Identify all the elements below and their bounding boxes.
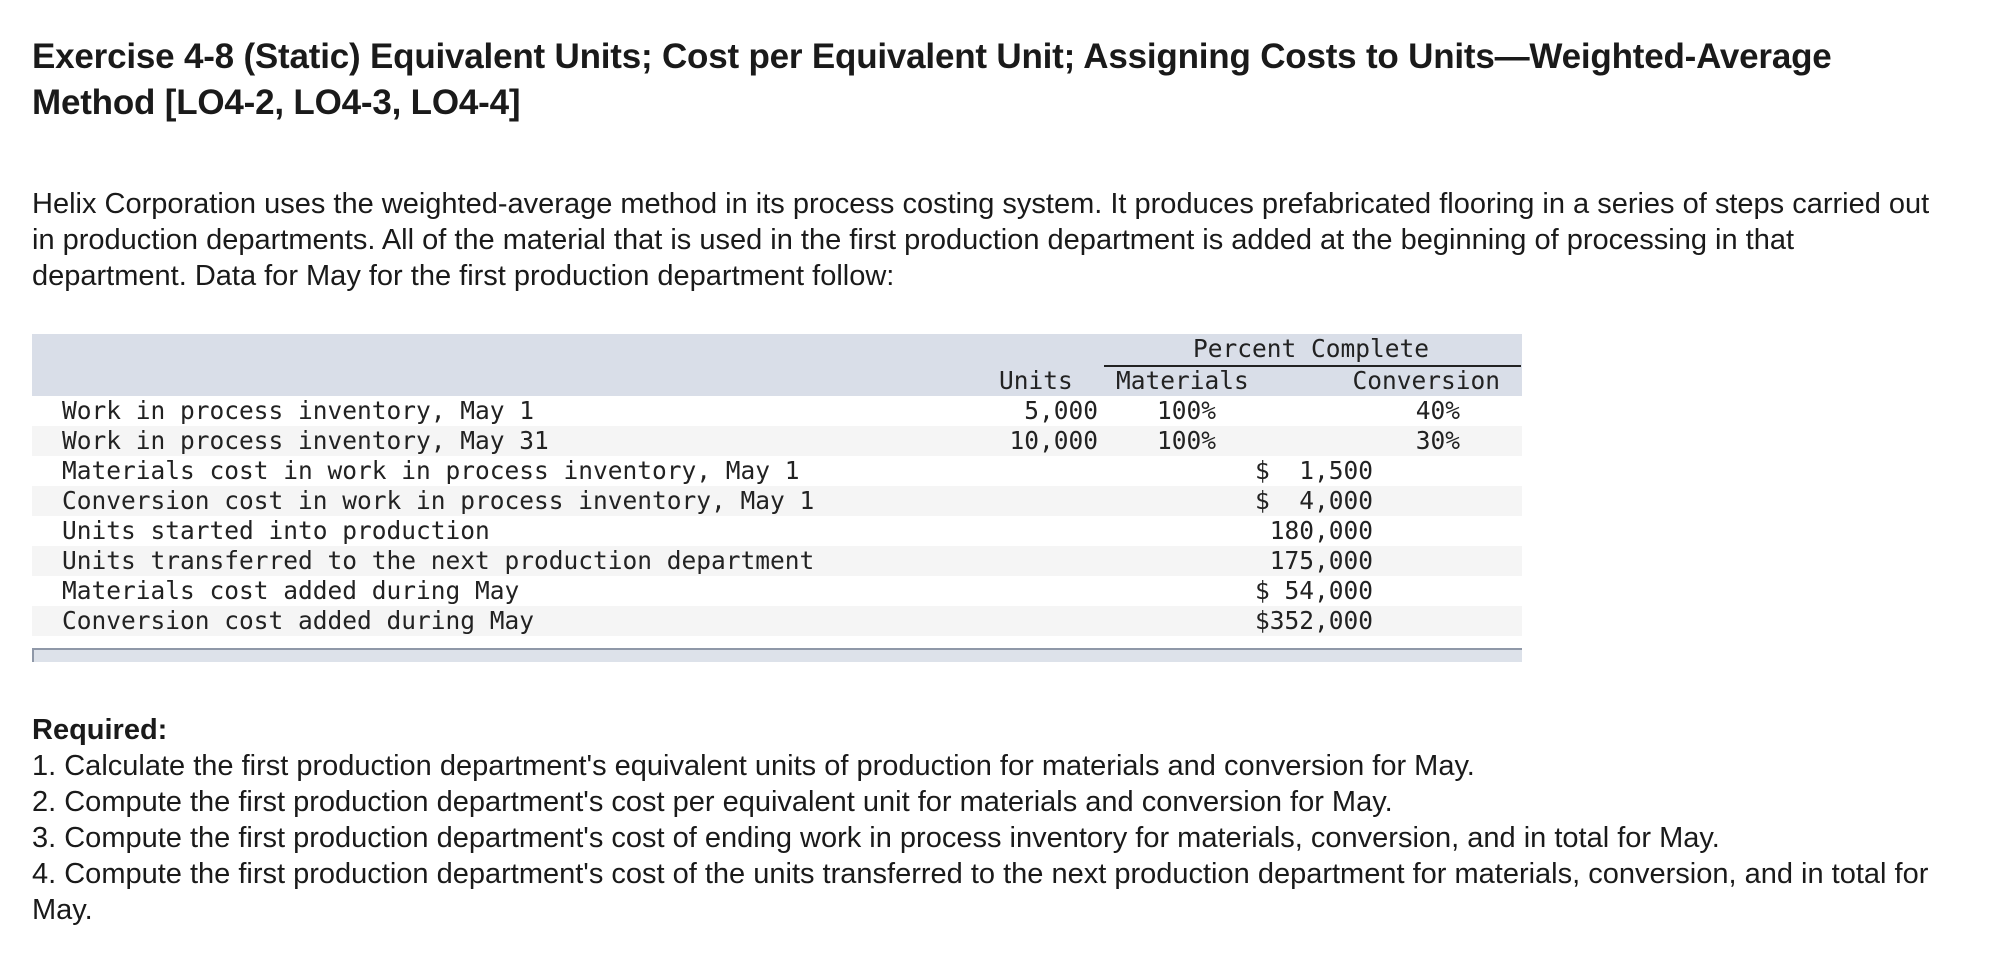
- header-materials: Materials: [1116, 366, 1249, 395]
- row-label: Units started into production: [62, 516, 490, 545]
- required-item: 4. Compute the first production departme…: [32, 858, 1929, 926]
- table-row: Materials cost in work in process invent…: [32, 456, 1522, 486]
- row-label: Units transferred to the next production…: [62, 546, 815, 575]
- required-item: 3. Compute the first production departme…: [32, 822, 1720, 854]
- row-label: Materials cost added during May: [62, 576, 520, 605]
- row-label: Conversion cost in work in process inven…: [62, 486, 815, 515]
- table-row: Conversion cost in work in process inven…: [32, 486, 1522, 516]
- exercise-title: Exercise 4-8 (Static) Equivalent Units; …: [32, 37, 1832, 122]
- row-amount: $ 54,000: [1254, 576, 1373, 605]
- row-label: Work in process inventory, May 31: [62, 426, 549, 455]
- row-amount: 180,000: [1269, 516, 1373, 545]
- row-amount: $352,000: [1254, 606, 1373, 635]
- row-conversion: 40%: [1415, 396, 1460, 425]
- intro-paragraph: Helix Corporation uses the weighted-aver…: [32, 188, 1930, 292]
- header-percent-complete: Percent Complete: [1193, 334, 1430, 363]
- row-amount: $ 4,000: [1254, 486, 1373, 515]
- required-section: Required: 1. Calculate the first product…: [32, 712, 1952, 928]
- row-materials: 100%: [1157, 426, 1217, 455]
- row-amount: 175,000: [1269, 546, 1373, 575]
- row-materials: 100%: [1157, 396, 1217, 425]
- table-row: Units transferred to the next production…: [32, 546, 1522, 576]
- header-units: Units: [999, 366, 1073, 395]
- row-label: Conversion cost added during May: [62, 606, 535, 635]
- row-units: 10,000: [1009, 426, 1098, 455]
- header-conversion: Conversion: [1352, 366, 1500, 395]
- row-label: Materials cost in work in process invent…: [62, 456, 800, 485]
- row-units: 5,000: [1024, 396, 1098, 425]
- required-item: 2. Compute the first production departme…: [32, 786, 1393, 818]
- table-header: Percent Complete Units Materials Convers…: [32, 334, 1522, 396]
- table-row: Work in process inventory, May 31 10,000…: [32, 426, 1522, 456]
- table-scrollbar[interactable]: [32, 648, 1522, 662]
- required-item: 1. Calculate the first production depart…: [32, 750, 1475, 782]
- data-table: Percent Complete Units Materials Convers…: [32, 334, 1522, 662]
- table-row: Units started into production 180,000: [32, 516, 1522, 546]
- required-title: Required:: [32, 714, 168, 746]
- header-underline: [1104, 365, 1521, 367]
- table-row: Conversion cost added during May $352,00…: [32, 606, 1522, 636]
- row-label: Work in process inventory, May 1: [62, 396, 535, 425]
- table-row: Materials cost added during May $ 54,000: [32, 576, 1522, 606]
- row-amount: $ 1,500: [1254, 456, 1373, 485]
- row-conversion: 30%: [1415, 426, 1460, 455]
- table-row: Work in process inventory, May 1 5,000 1…: [32, 396, 1522, 426]
